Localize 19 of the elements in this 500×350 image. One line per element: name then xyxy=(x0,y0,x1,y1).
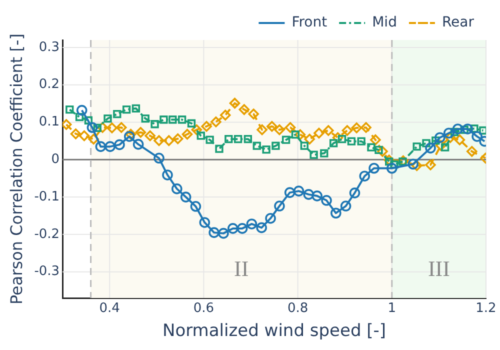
x-axis-title: Normalized wind speed [-] xyxy=(162,321,386,342)
x-tick-label: 0.8 xyxy=(287,301,308,316)
y-tick-label: -0.2 xyxy=(34,226,60,242)
band-label: III xyxy=(428,256,450,281)
legend-label: Mid xyxy=(372,14,397,31)
x-tick-label: 0.6 xyxy=(193,301,214,316)
y-tick-label: -0.3 xyxy=(34,264,60,280)
y-tick-label: 0 xyxy=(51,152,60,168)
x-tick-label: 1.2 xyxy=(476,301,496,316)
legend-label: Front xyxy=(292,14,328,31)
x-tick-label: 0.4 xyxy=(99,301,120,316)
y-tick-label: 0.2 xyxy=(38,77,60,92)
y-tick-label: 0.3 xyxy=(38,40,60,55)
x-tick-label: 1 xyxy=(388,301,396,316)
y-axis-title: Pearson Correlation Coefficient [-] xyxy=(6,33,26,305)
legend-label: Rear xyxy=(442,14,474,31)
y-tick-label: -0.1 xyxy=(34,189,60,204)
band-label: II xyxy=(234,256,249,281)
y-tick-label: 0.1 xyxy=(38,114,60,130)
